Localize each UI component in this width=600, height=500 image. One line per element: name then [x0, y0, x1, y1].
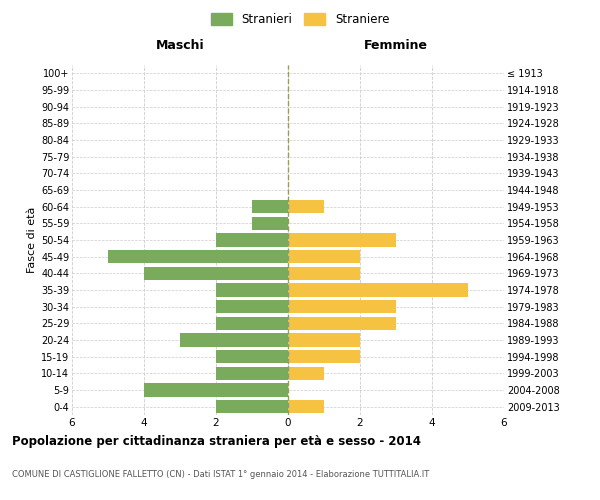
Legend: Stranieri, Straniere: Stranieri, Straniere	[208, 11, 392, 28]
Bar	[288, 400, 324, 413]
Bar	[288, 250, 360, 264]
Bar	[216, 350, 288, 364]
Bar	[252, 200, 288, 213]
Bar	[108, 250, 288, 264]
Bar	[216, 400, 288, 413]
Bar	[216, 284, 288, 296]
Bar	[144, 384, 288, 396]
Bar	[288, 284, 468, 296]
Text: COMUNE DI CASTIGLIONE FALLETTO (CN) - Dati ISTAT 1° gennaio 2014 - Elaborazione : COMUNE DI CASTIGLIONE FALLETTO (CN) - Da…	[12, 470, 429, 479]
Text: Maschi: Maschi	[155, 38, 205, 52]
Bar	[180, 334, 288, 346]
Bar	[252, 216, 288, 230]
Bar	[288, 300, 396, 314]
Text: Femmine: Femmine	[364, 38, 428, 52]
Bar	[216, 234, 288, 246]
Bar	[144, 266, 288, 280]
Bar	[288, 316, 396, 330]
Bar	[216, 366, 288, 380]
Bar	[288, 350, 360, 364]
Bar	[216, 300, 288, 314]
Y-axis label: Fasce di età: Fasce di età	[26, 207, 37, 273]
Bar	[288, 366, 324, 380]
Bar	[288, 200, 324, 213]
Bar	[288, 334, 360, 346]
Text: Popolazione per cittadinanza straniera per età e sesso - 2014: Popolazione per cittadinanza straniera p…	[12, 435, 421, 448]
Bar	[288, 266, 360, 280]
Bar	[288, 234, 396, 246]
Bar	[216, 316, 288, 330]
